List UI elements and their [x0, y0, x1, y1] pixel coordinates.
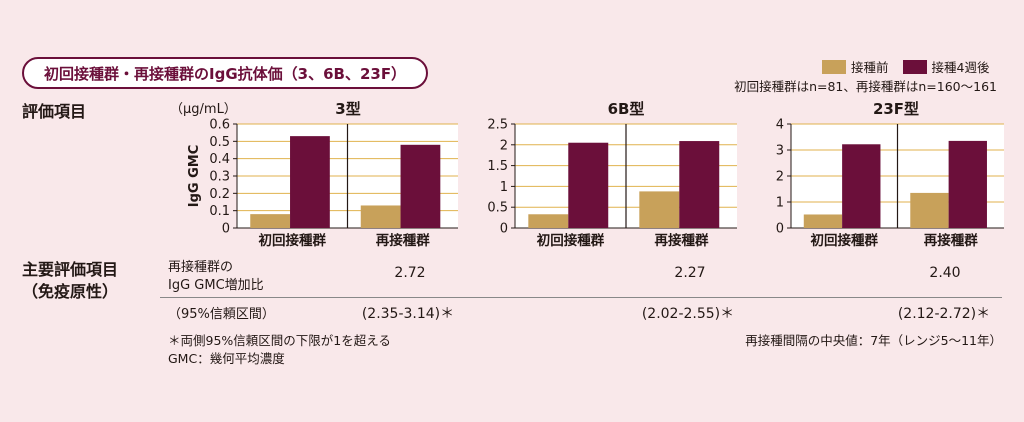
legend-label-after: 接種4週後: [931, 60, 990, 75]
chart-title: 初回接種群・再接種群のIgG抗体価（3、6B、23F）: [22, 57, 429, 89]
y-tick-label: 1: [500, 180, 508, 195]
chart-subtitle: 3型: [335, 100, 360, 118]
footnote-interval: 再接種間隔の中央値：7年（レンジ5〜11年）: [745, 333, 1002, 348]
chart-subtitle: 23F型: [873, 100, 919, 118]
y-tick-label: 0.4: [209, 152, 230, 167]
ci-label: （95%信頼区間）: [168, 307, 275, 322]
ratio-value-23f: 2.40: [929, 265, 961, 281]
y-tick-label: 0.5: [487, 201, 508, 216]
ratio-label-line1: 再接種群の: [168, 260, 234, 275]
ci-value-23f: (2.12-2.72)＊: [897, 306, 991, 322]
row-label-primary: 主要評価項目: [22, 260, 119, 279]
y-tick-label: 0.3: [209, 170, 230, 185]
x-category-label: 初回接種群: [259, 232, 327, 249]
ci-value-3: (2.35-3.14)＊: [361, 306, 455, 322]
ratio-value-6b: 2.27: [674, 265, 706, 281]
y-tick-label: 0.5: [209, 135, 230, 150]
bar: [400, 144, 441, 228]
bar: [568, 142, 609, 228]
bar: [360, 205, 401, 228]
x-category-label: 初回接種群: [537, 232, 605, 249]
y-tick-label: 0: [776, 222, 784, 237]
legend: 接種前 接種4週後: [822, 57, 1003, 76]
ratio-label-line2: IgG GMC増加比: [168, 278, 264, 293]
x-category-label: 初回接種群: [811, 232, 879, 249]
bar: [803, 214, 843, 228]
y-tick-label: 2: [500, 138, 508, 153]
y-tick-label: 0: [222, 222, 230, 237]
bar: [948, 140, 987, 228]
x-category-label: 再接種群: [376, 232, 430, 249]
bar: [528, 214, 569, 228]
bar: [679, 141, 720, 228]
ci-value-6b: (2.02-2.55)＊: [641, 306, 735, 322]
legend-label-before: 接種前: [851, 60, 889, 75]
y-tick-label: 3: [776, 144, 784, 159]
legend-note: 初回接種群はn=81、再接種群はn=160〜161: [734, 79, 997, 94]
table-divider: [160, 297, 1002, 298]
y-tick-label: 2: [776, 170, 784, 185]
row-label-evaluation: 評価項目: [22, 102, 87, 121]
bar: [639, 191, 680, 228]
y-tick-label: 0.6: [209, 118, 230, 133]
legend-swatch-before: [822, 59, 846, 74]
y-tick-label: 0.1: [209, 204, 230, 219]
y-axis-label: IgG GMC: [187, 145, 202, 208]
x-category-label: 再接種群: [655, 232, 709, 249]
y-tick-label: 2.5: [487, 118, 508, 133]
bar: [842, 144, 881, 228]
unit-label: （μg/mL）: [170, 102, 237, 117]
y-tick-label: 0: [500, 222, 508, 237]
footnote-gmc: GMC：幾何平均濃度: [168, 351, 285, 366]
y-tick-label: 0.2: [209, 187, 230, 202]
y-tick-label: 1.5: [487, 159, 508, 174]
chart-subtitle: 6B型: [608, 100, 645, 118]
x-category-label: 再接種群: [924, 232, 978, 249]
bar: [250, 214, 291, 228]
legend-item-after: 接種4週後: [902, 57, 990, 76]
legend-item-before: 接種前: [822, 57, 889, 76]
y-tick-label: 1: [776, 196, 784, 211]
legend-swatch-after: [902, 59, 927, 74]
bar: [910, 192, 949, 228]
footnote-significance: ＊両側95%信頼区間の下限が1を超える: [168, 333, 391, 348]
ratio-value-3: 2.72: [394, 265, 426, 281]
y-tick-label: 4: [776, 118, 784, 133]
bar: [290, 136, 330, 228]
row-label-primary-sub: （免疫原性）: [22, 282, 119, 301]
